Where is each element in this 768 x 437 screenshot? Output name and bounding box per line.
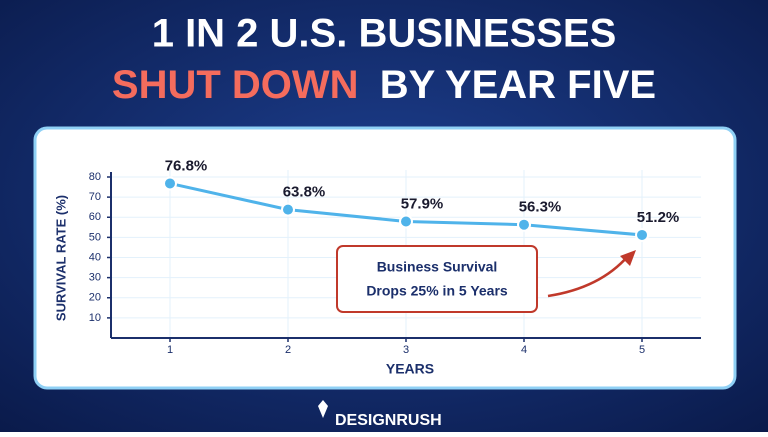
y-tick-label: 60 [89,211,101,223]
x-tick-label: 5 [639,344,645,356]
title-highlight: SHUT DOWN [112,63,359,107]
point [399,214,413,229]
point [163,176,177,191]
title-rest: BY YEAR FIVE [380,63,656,107]
annotation-box [336,245,538,313]
x-tick-label: 3 [403,344,409,356]
y-tick-label: 70 [89,191,101,203]
point [281,202,295,217]
y-tick-label: 30 [89,272,101,284]
annotation-arrow [547,255,629,298]
y-tick-label: 50 [89,231,101,243]
title-line1: 1 IN 2 U.S. BUSINESSES [152,12,617,56]
annotation-line: Drops 25% in 5 Years [366,283,508,299]
arrow-head [620,250,636,266]
x-tick-label: 2 [285,344,291,356]
y-tick-label: 20 [89,292,101,304]
title-line2: SHUT DOWN BY YEAR FIVE [112,63,656,107]
y-tick-label: 40 [89,251,101,263]
y-tick-label: 10 [89,312,101,324]
x-tick-label: 4 [521,344,527,356]
x-tick-label: 1 [167,344,173,356]
point [517,217,531,232]
x-axis-label: YEARS [386,361,434,377]
plot: 10 20 30 40 50 60 70 80 SURVIVAL RATE (%) YEARS 1 2… [53,157,701,377]
annotation-line: Business Survival [377,259,498,275]
y-tick-label: 80 [89,171,101,183]
point [635,227,649,242]
value-label: 63.8% [283,184,326,201]
y-axis-label: SURVIVAL RATE (%) [53,195,68,321]
value-label: 51.2% [637,209,680,226]
brand-logo [318,400,328,418]
value-label: 57.9% [401,195,444,212]
value-label: 76.8% [165,157,208,174]
brand: DESIGNRUSH [335,412,442,429]
value-label: 56.3% [519,199,562,216]
